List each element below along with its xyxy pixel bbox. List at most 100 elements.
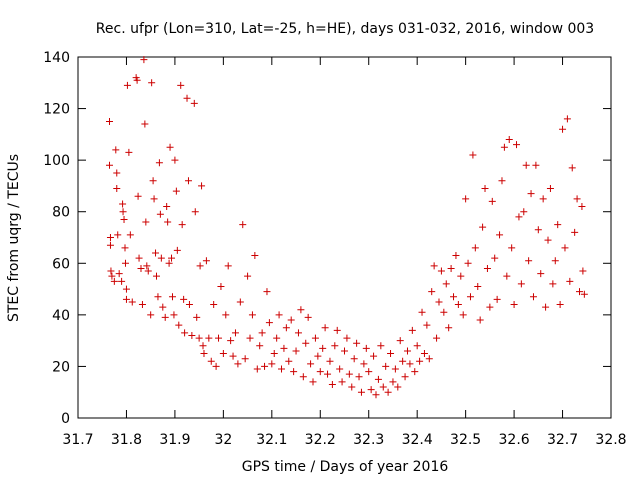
data-point	[170, 311, 178, 319]
data-point	[193, 313, 201, 321]
data-point	[118, 277, 126, 285]
data-point	[105, 117, 113, 125]
data-point	[336, 365, 344, 373]
data-point	[387, 350, 395, 358]
data-point	[128, 298, 136, 306]
data-point	[198, 182, 206, 190]
data-point	[505, 136, 513, 144]
data-point	[123, 81, 131, 89]
data-point	[119, 208, 127, 216]
data-point	[341, 347, 348, 355]
data-point	[326, 357, 334, 365]
data-point	[154, 293, 162, 301]
data-point	[251, 252, 259, 260]
data-point	[165, 259, 173, 267]
data-point	[138, 301, 146, 309]
data-point	[537, 270, 545, 278]
data-point	[389, 378, 397, 386]
data-point	[520, 208, 528, 216]
data-point	[219, 350, 227, 358]
data-point	[135, 254, 143, 262]
data-point	[282, 324, 290, 332]
data-point	[107, 267, 115, 275]
data-point	[273, 334, 281, 342]
data-point	[191, 208, 199, 216]
data-point	[568, 164, 576, 172]
data-point	[177, 81, 185, 89]
data-point	[119, 200, 127, 208]
data-point	[549, 280, 557, 288]
chart-title: Rec. ufpr (Lon=310, Lat=-25, h=HE), days…	[96, 21, 594, 37]
data-point	[309, 378, 317, 386]
data-point	[561, 244, 569, 252]
data-point	[149, 177, 157, 185]
data-point	[275, 311, 283, 319]
data-point	[418, 308, 426, 316]
data-point	[152, 249, 160, 257]
x-tick-label: 32.6	[499, 432, 530, 448]
data-point	[579, 267, 587, 275]
data-point	[137, 264, 145, 272]
data-point	[367, 386, 375, 394]
data-point	[539, 195, 547, 203]
data-point	[168, 293, 176, 301]
data-point	[314, 352, 322, 360]
data-point	[411, 368, 419, 376]
x-tick-label: 32.7	[547, 432, 578, 448]
data-point	[142, 218, 150, 226]
data-point	[500, 143, 508, 151]
data-point	[294, 329, 302, 337]
data-point	[510, 301, 518, 309]
data-point	[399, 357, 407, 365]
data-point	[551, 257, 559, 265]
data-point	[493, 295, 501, 303]
data-point	[171, 156, 179, 164]
data-point	[445, 324, 453, 332]
data-point	[403, 347, 411, 355]
data-point	[546, 185, 554, 193]
data-point	[125, 148, 133, 156]
data-point	[544, 236, 552, 244]
y-tick-label: 0	[61, 411, 70, 427]
data-point	[529, 293, 537, 301]
data-point	[413, 342, 421, 350]
data-point	[222, 311, 230, 319]
data-point	[576, 288, 584, 296]
data-point	[374, 375, 382, 383]
data-point	[227, 337, 235, 345]
data-point	[331, 342, 339, 350]
data-point	[112, 146, 120, 154]
data-point	[566, 277, 574, 285]
data-point	[121, 244, 129, 252]
data-point	[408, 326, 416, 334]
data-point	[479, 223, 487, 231]
data-point	[580, 290, 588, 298]
x-tick-label: 32.4	[402, 432, 433, 448]
data-point	[231, 329, 239, 337]
data-point	[155, 159, 163, 167]
data-point	[578, 203, 586, 211]
data-point	[447, 264, 455, 272]
y-tick-label: 20	[52, 359, 70, 375]
data-point	[172, 187, 180, 195]
x-tick-label: 32.3	[353, 432, 384, 448]
data-point	[372, 391, 380, 399]
data-point	[292, 347, 300, 355]
data-point	[406, 360, 414, 368]
axes-group: 31.7 31.8 31.9 32 32.1 32.2 32.3 32.4 32.5 32.6 32…	[43, 50, 626, 448]
data-point	[268, 360, 276, 368]
data-point	[141, 120, 149, 128]
data-point	[280, 344, 288, 352]
data-point	[285, 357, 293, 365]
data-point	[143, 262, 151, 270]
data-point	[106, 241, 114, 249]
y-tick-label: 80	[52, 205, 70, 221]
data-point	[166, 143, 174, 151]
data-point	[476, 316, 484, 324]
data-point	[241, 355, 249, 363]
data-point	[471, 244, 479, 252]
data-point	[348, 383, 356, 391]
data-point	[229, 352, 237, 360]
data-point	[217, 282, 225, 290]
